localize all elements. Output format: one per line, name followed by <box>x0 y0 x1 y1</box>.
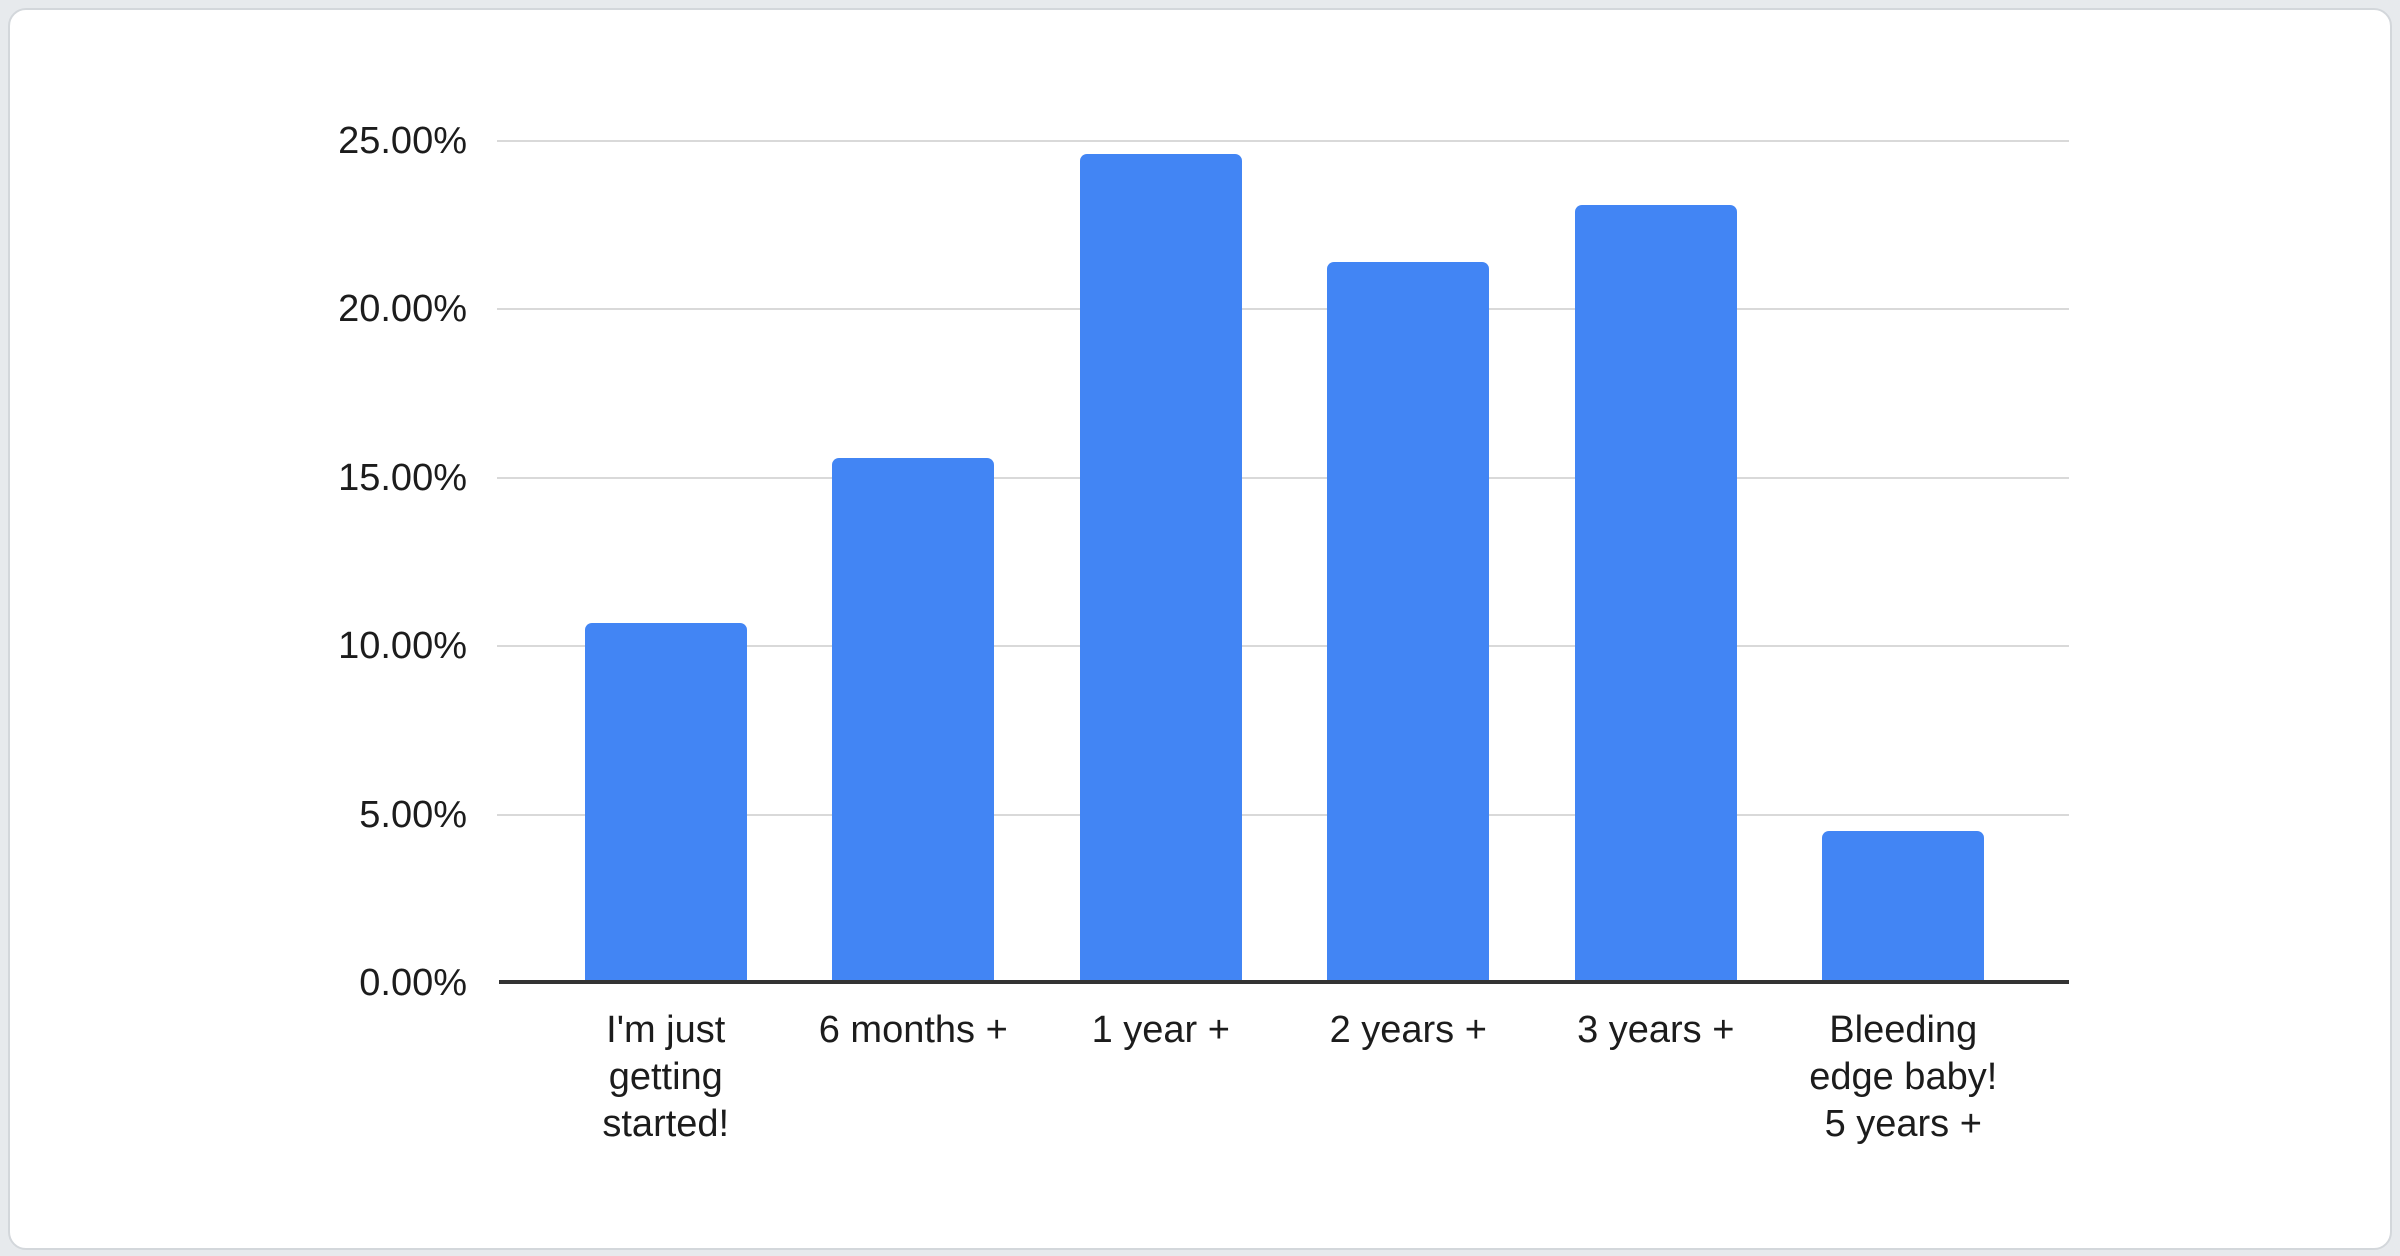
bar-6[interactable] <box>1822 831 1985 983</box>
chart-card: 0.00% 5.00% 10.00% 15.00% 20.00% 25.00% I'm ju… <box>8 8 2392 1250</box>
x-axis-category-label: 3 years + <box>1577 1009 1735 1051</box>
y-axis-tick-label: 0.00% <box>359 962 467 1004</box>
x-axis-category-label: Bleeding edge baby! 5 years + <box>1809 1009 1998 1145</box>
bar-3[interactable] <box>1079 154 1242 983</box>
bar-2[interactable] <box>832 457 995 983</box>
x-axis-category-label: 2 years + <box>1329 1009 1487 1051</box>
gridline <box>497 308 2069 311</box>
gridline <box>497 140 2069 142</box>
gridline <box>497 645 2069 648</box>
y-axis-tick-label: 25.00% <box>338 120 467 162</box>
x-axis-category-label: 1 year + <box>1091 1009 1230 1051</box>
plot-area: 0.00% 5.00% 10.00% 15.00% 20.00% 25.00% I'm ju… <box>338 120 2069 1145</box>
bar-1[interactable] <box>584 622 747 983</box>
y-axis-tick-label: 20.00% <box>338 288 467 331</box>
gridline <box>497 476 2069 479</box>
gridline <box>497 813 2069 816</box>
x-axis-category-label: 6 months + <box>818 1009 1008 1051</box>
y-axis-tick-label: 15.00% <box>338 456 467 499</box>
bar-5[interactable] <box>1574 205 1737 983</box>
x-axis-baseline <box>499 980 2069 984</box>
y-axis-tick-label: 5.00% <box>359 793 467 836</box>
x-axis-category-label: I'm just getting started! <box>602 1009 730 1145</box>
bar-4[interactable] <box>1327 262 1490 983</box>
y-axis-tick-label: 10.00% <box>338 625 467 668</box>
